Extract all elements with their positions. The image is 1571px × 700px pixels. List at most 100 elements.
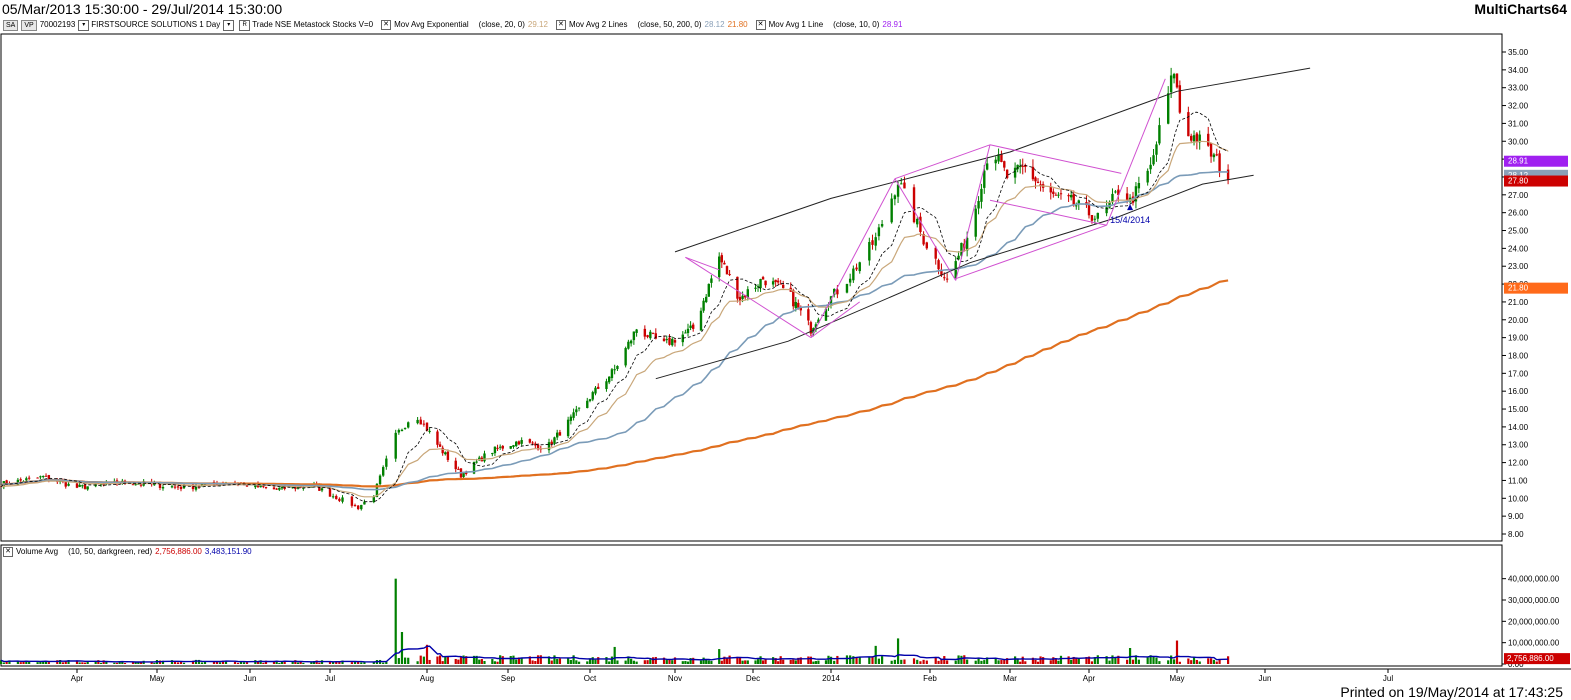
candle-body xyxy=(616,366,619,370)
volume-bars xyxy=(0,578,1230,664)
volume-bar xyxy=(318,662,321,664)
pattern-line xyxy=(894,144,991,180)
volume-bar xyxy=(1013,656,1017,664)
candle-body xyxy=(1018,166,1022,168)
ma2-params: (close, 50, 200, 0) xyxy=(637,20,702,29)
candle-body xyxy=(331,496,335,498)
candle-body xyxy=(723,262,726,265)
volume-bar xyxy=(203,661,207,664)
volume-bar xyxy=(744,660,747,664)
volume-bar xyxy=(16,660,19,664)
candle-body xyxy=(78,484,81,487)
candle-body xyxy=(705,296,708,303)
volume-bar xyxy=(1072,656,1075,664)
volume-bar xyxy=(438,655,442,664)
volume-last-tag-bg xyxy=(1504,653,1570,665)
volume-bar xyxy=(871,656,874,664)
candle-body xyxy=(736,276,739,299)
ma2-toggle-icon[interactable]: ✕ xyxy=(555,20,566,30)
candle-body xyxy=(372,496,376,503)
volume-bar xyxy=(761,660,765,664)
candle-body xyxy=(900,183,903,185)
candle-body xyxy=(360,504,363,510)
volume-bar xyxy=(312,661,316,664)
volume-bar xyxy=(275,660,278,664)
volume-bar xyxy=(499,655,502,664)
volume-bar xyxy=(1146,657,1149,664)
volume-bar xyxy=(1190,660,1193,664)
candle-body xyxy=(761,277,765,280)
symbol-dropdown-icon[interactable]: ▾ xyxy=(78,19,90,31)
ma200-value-tag-bg xyxy=(1504,282,1568,294)
ema-toggle-icon[interactable]: ✕ xyxy=(381,20,392,30)
volume-bar xyxy=(1052,657,1055,664)
volume-value-1: 2,756,886.00 xyxy=(155,547,202,556)
volume-bar xyxy=(746,660,749,664)
ema20-line xyxy=(0,140,1229,498)
volume-bar xyxy=(586,661,589,664)
candle-body xyxy=(462,473,465,478)
volume-toggle-icon[interactable]: ✕ xyxy=(3,547,13,557)
volume-bar xyxy=(310,662,313,664)
candle-body xyxy=(1187,112,1190,137)
candle-body xyxy=(44,475,48,477)
volume-tick-label: 30,000,000.00 xyxy=(1508,596,1560,605)
candle-body xyxy=(671,338,674,346)
chart-status-bar: SA VP 70002193 ▾ FIRSTSOURCE SOLUTIONS 1… xyxy=(0,18,902,32)
candle-body xyxy=(493,446,497,454)
time-tick-label: Dec xyxy=(746,674,760,683)
candle-body xyxy=(654,333,658,339)
price-tick-label: 26.00 xyxy=(1508,209,1529,218)
volume-bar xyxy=(194,659,198,664)
volume-bar xyxy=(94,660,97,664)
data-source-button[interactable]: R xyxy=(239,19,251,31)
volume-bar xyxy=(531,660,534,664)
volume-bar xyxy=(457,659,460,664)
candle-body xyxy=(1024,165,1027,167)
pattern-line xyxy=(1106,78,1166,226)
volume-bar xyxy=(868,657,871,664)
candle-body xyxy=(943,277,946,279)
volume-bar xyxy=(131,661,135,664)
candle-body xyxy=(994,159,997,164)
volume-bar xyxy=(720,660,723,664)
candle-body xyxy=(718,256,721,278)
ma2-label: Mov Avg 2 Lines xyxy=(568,20,628,29)
volume-bar xyxy=(1090,661,1094,664)
candle-body xyxy=(934,247,937,259)
time-tick-label: Feb xyxy=(923,674,937,683)
candle-body xyxy=(375,483,379,498)
candle-body xyxy=(1207,133,1210,146)
candle-body xyxy=(335,495,338,500)
volume-bar xyxy=(121,661,124,664)
candle-body xyxy=(134,484,137,486)
volume-bar xyxy=(441,661,444,664)
volume-bar xyxy=(86,661,89,664)
candle-body xyxy=(643,328,647,337)
annotation-arrow-icon xyxy=(1127,204,1134,211)
candle-body xyxy=(1192,135,1196,142)
vp-chip[interactable]: VP xyxy=(21,19,37,31)
volume-bar xyxy=(977,658,980,664)
volume-status-bar: ✕ Volume Avg (10, 50, darkgreen, red) 2,… xyxy=(0,546,252,558)
sa-chip[interactable]: SA xyxy=(3,19,19,31)
volume-label: Volume Avg xyxy=(16,547,59,556)
pattern-line xyxy=(989,199,1107,226)
ma1-toggle-icon[interactable]: ✕ xyxy=(755,20,766,30)
price-tick-label: 11.00 xyxy=(1508,476,1528,485)
price-tick-label: 19.00 xyxy=(1508,334,1529,343)
candle-body xyxy=(919,216,922,232)
volume-bar xyxy=(363,662,366,664)
interval-dropdown-icon[interactable]: ▾ xyxy=(223,19,235,31)
volume-bar xyxy=(966,659,969,664)
candle-body xyxy=(153,483,156,486)
volume-bar xyxy=(613,646,616,664)
candle-body xyxy=(1021,165,1024,167)
candle-body xyxy=(498,446,502,448)
candle-body xyxy=(475,461,478,463)
price-tick-label: 25.00 xyxy=(1508,227,1529,236)
volume-bar xyxy=(176,662,180,664)
candle-body xyxy=(720,255,723,263)
chart-frame xyxy=(0,33,1571,670)
